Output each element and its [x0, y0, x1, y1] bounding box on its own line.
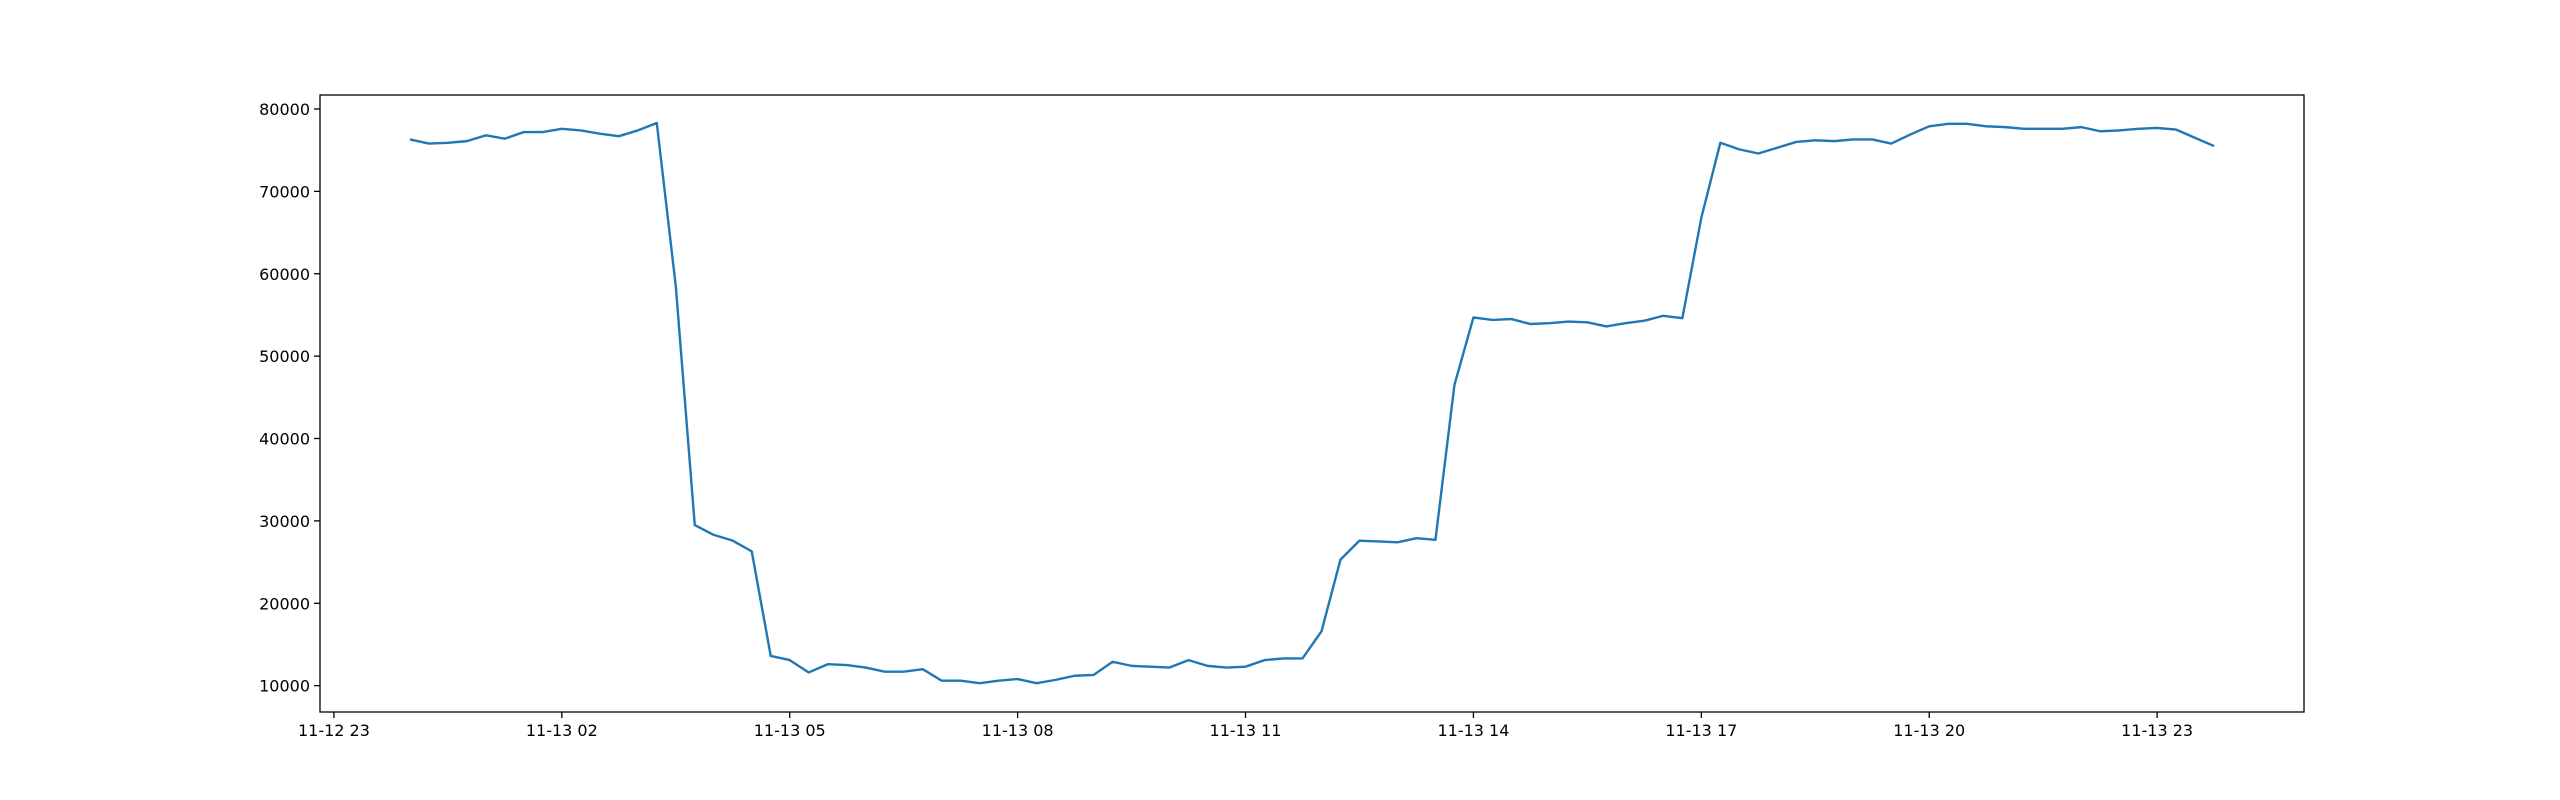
x-tick-label: 11-13 02 [526, 721, 598, 740]
y-tick-label: 70000 [259, 182, 310, 201]
x-tick-label: 11-13 20 [1893, 721, 1965, 740]
y-tick-label: 60000 [259, 265, 310, 284]
x-tick-label: 11-13 17 [1665, 721, 1737, 740]
x-tick-label: 11-13 05 [754, 721, 826, 740]
y-tick-label: 30000 [259, 512, 310, 531]
x-tick-label: 11-12 23 [298, 721, 370, 740]
x-tick-label: 11-13 08 [982, 721, 1054, 740]
x-tick-label: 11-13 23 [2121, 721, 2193, 740]
x-tick-label: 11-13 14 [1437, 721, 1509, 740]
data-line [409, 121, 2215, 685]
y-tick-label: 50000 [259, 347, 310, 366]
y-tick-label: 20000 [259, 594, 310, 613]
y-tick-label: 10000 [259, 677, 310, 696]
x-tick-label: 11-13 11 [1210, 721, 1282, 740]
y-tick-label: 80000 [259, 100, 310, 119]
axes-frame [319, 94, 2305, 713]
y-tick-label: 40000 [259, 430, 310, 449]
